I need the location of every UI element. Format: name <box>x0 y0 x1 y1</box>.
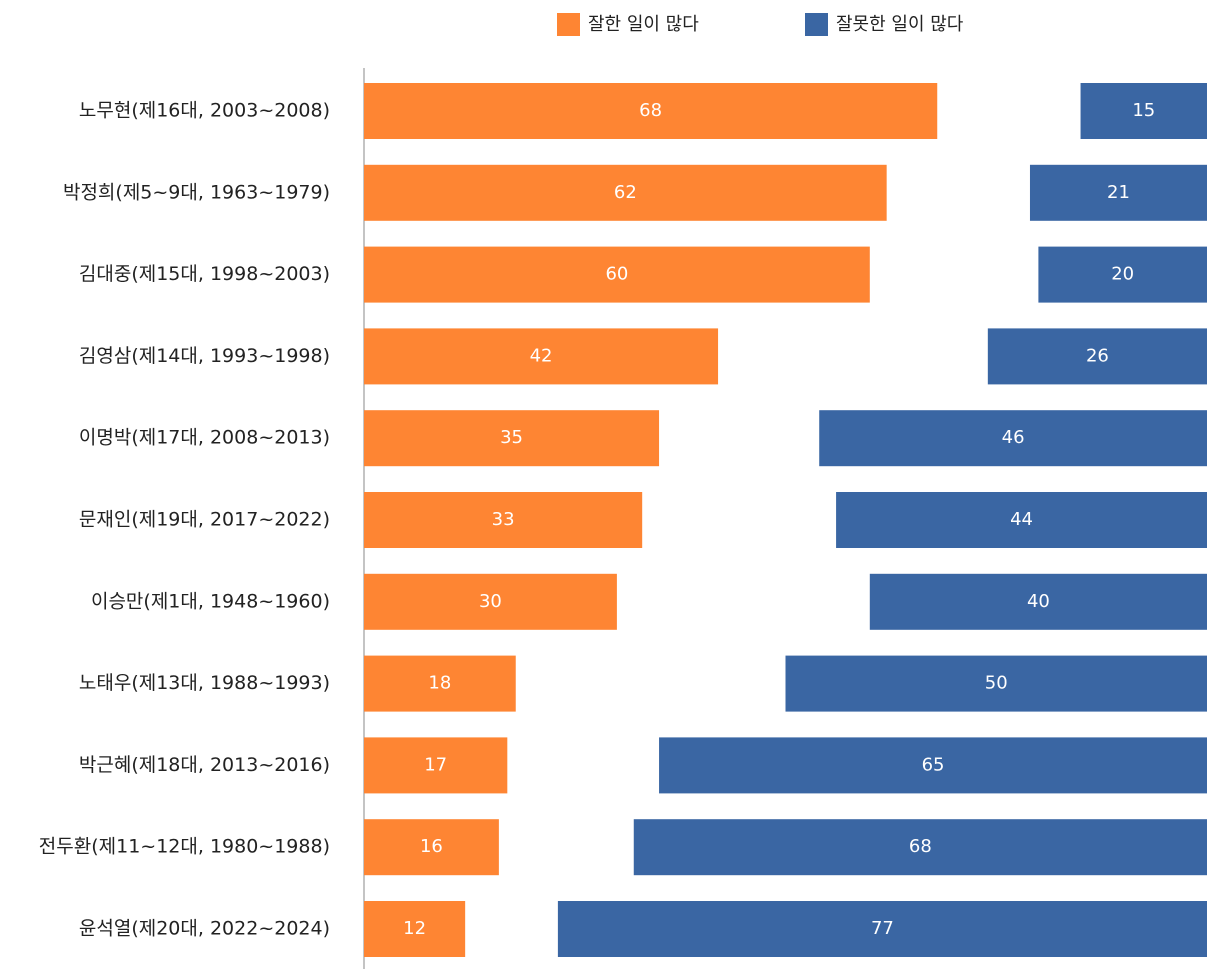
bar <box>364 492 643 548</box>
bar <box>836 492 1207 548</box>
value-label: 33 <box>492 509 515 530</box>
value-label: 68 <box>639 100 662 121</box>
value-label: 12 <box>403 918 426 939</box>
category-label: 윤석열(제20대, 2022~2024) <box>79 918 330 940</box>
value-label: 26 <box>1086 345 1109 366</box>
bar <box>364 573 617 630</box>
legend-swatch <box>557 13 580 36</box>
bar <box>869 573 1207 630</box>
value-label: 21 <box>1107 182 1130 203</box>
bar <box>364 737 508 794</box>
bar <box>364 164 887 221</box>
value-label: 46 <box>1002 427 1025 448</box>
value-label: 15 <box>1132 100 1155 121</box>
category-label: 이명박(제17대, 2008~2013) <box>79 427 330 449</box>
bar <box>633 819 1207 876</box>
bar <box>1038 246 1207 303</box>
value-label: 50 <box>985 673 1008 694</box>
value-label: 42 <box>530 345 553 366</box>
category-label: 박근혜(제18대, 2013~2016) <box>79 754 330 776</box>
value-label: 60 <box>605 264 628 285</box>
bar <box>987 328 1207 385</box>
value-label: 40 <box>1027 591 1050 612</box>
bar <box>785 655 1207 712</box>
bar <box>364 655 516 712</box>
category-label: 김대중(제15대, 1998~2003) <box>79 263 330 285</box>
bar <box>364 83 938 139</box>
category-label: 노태우(제13대, 1988~1993) <box>79 672 330 694</box>
value-label: 62 <box>614 182 637 203</box>
legend-label: 잘못한 일이 많다 <box>836 14 964 35</box>
bar <box>364 819 499 876</box>
value-label: 68 <box>909 836 932 857</box>
value-label: 35 <box>500 427 523 448</box>
bar <box>1080 83 1207 139</box>
bar <box>819 410 1207 467</box>
value-label: 20 <box>1111 264 1134 285</box>
value-label: 44 <box>1010 509 1033 530</box>
bar <box>659 737 1207 794</box>
category-label: 이승만(제1대, 1948~1960) <box>91 590 330 612</box>
category-label: 문재인(제19대, 2017~2022) <box>79 509 330 531</box>
legend-swatch <box>805 13 828 36</box>
bar <box>364 328 719 385</box>
value-label: 30 <box>479 591 502 612</box>
bar <box>364 410 660 467</box>
value-label: 65 <box>922 754 945 775</box>
bar <box>557 901 1207 957</box>
bar <box>364 246 870 303</box>
bar <box>364 901 466 957</box>
category-label: 박정희(제5~9대, 1963~1979) <box>63 181 330 203</box>
category-label: 김영삼(제14대, 1993~1998) <box>79 345 330 367</box>
value-label: 17 <box>424 754 447 775</box>
value-label: 16 <box>420 836 443 857</box>
bar <box>1029 164 1207 221</box>
category-label: 노무현(제16대, 2003~2008) <box>79 100 330 122</box>
value-label: 18 <box>428 673 451 694</box>
category-label: 전두환(제11~12대, 1980~1988) <box>39 836 330 858</box>
legend-label: 잘한 일이 많다 <box>588 14 699 35</box>
value-label: 77 <box>871 918 894 939</box>
